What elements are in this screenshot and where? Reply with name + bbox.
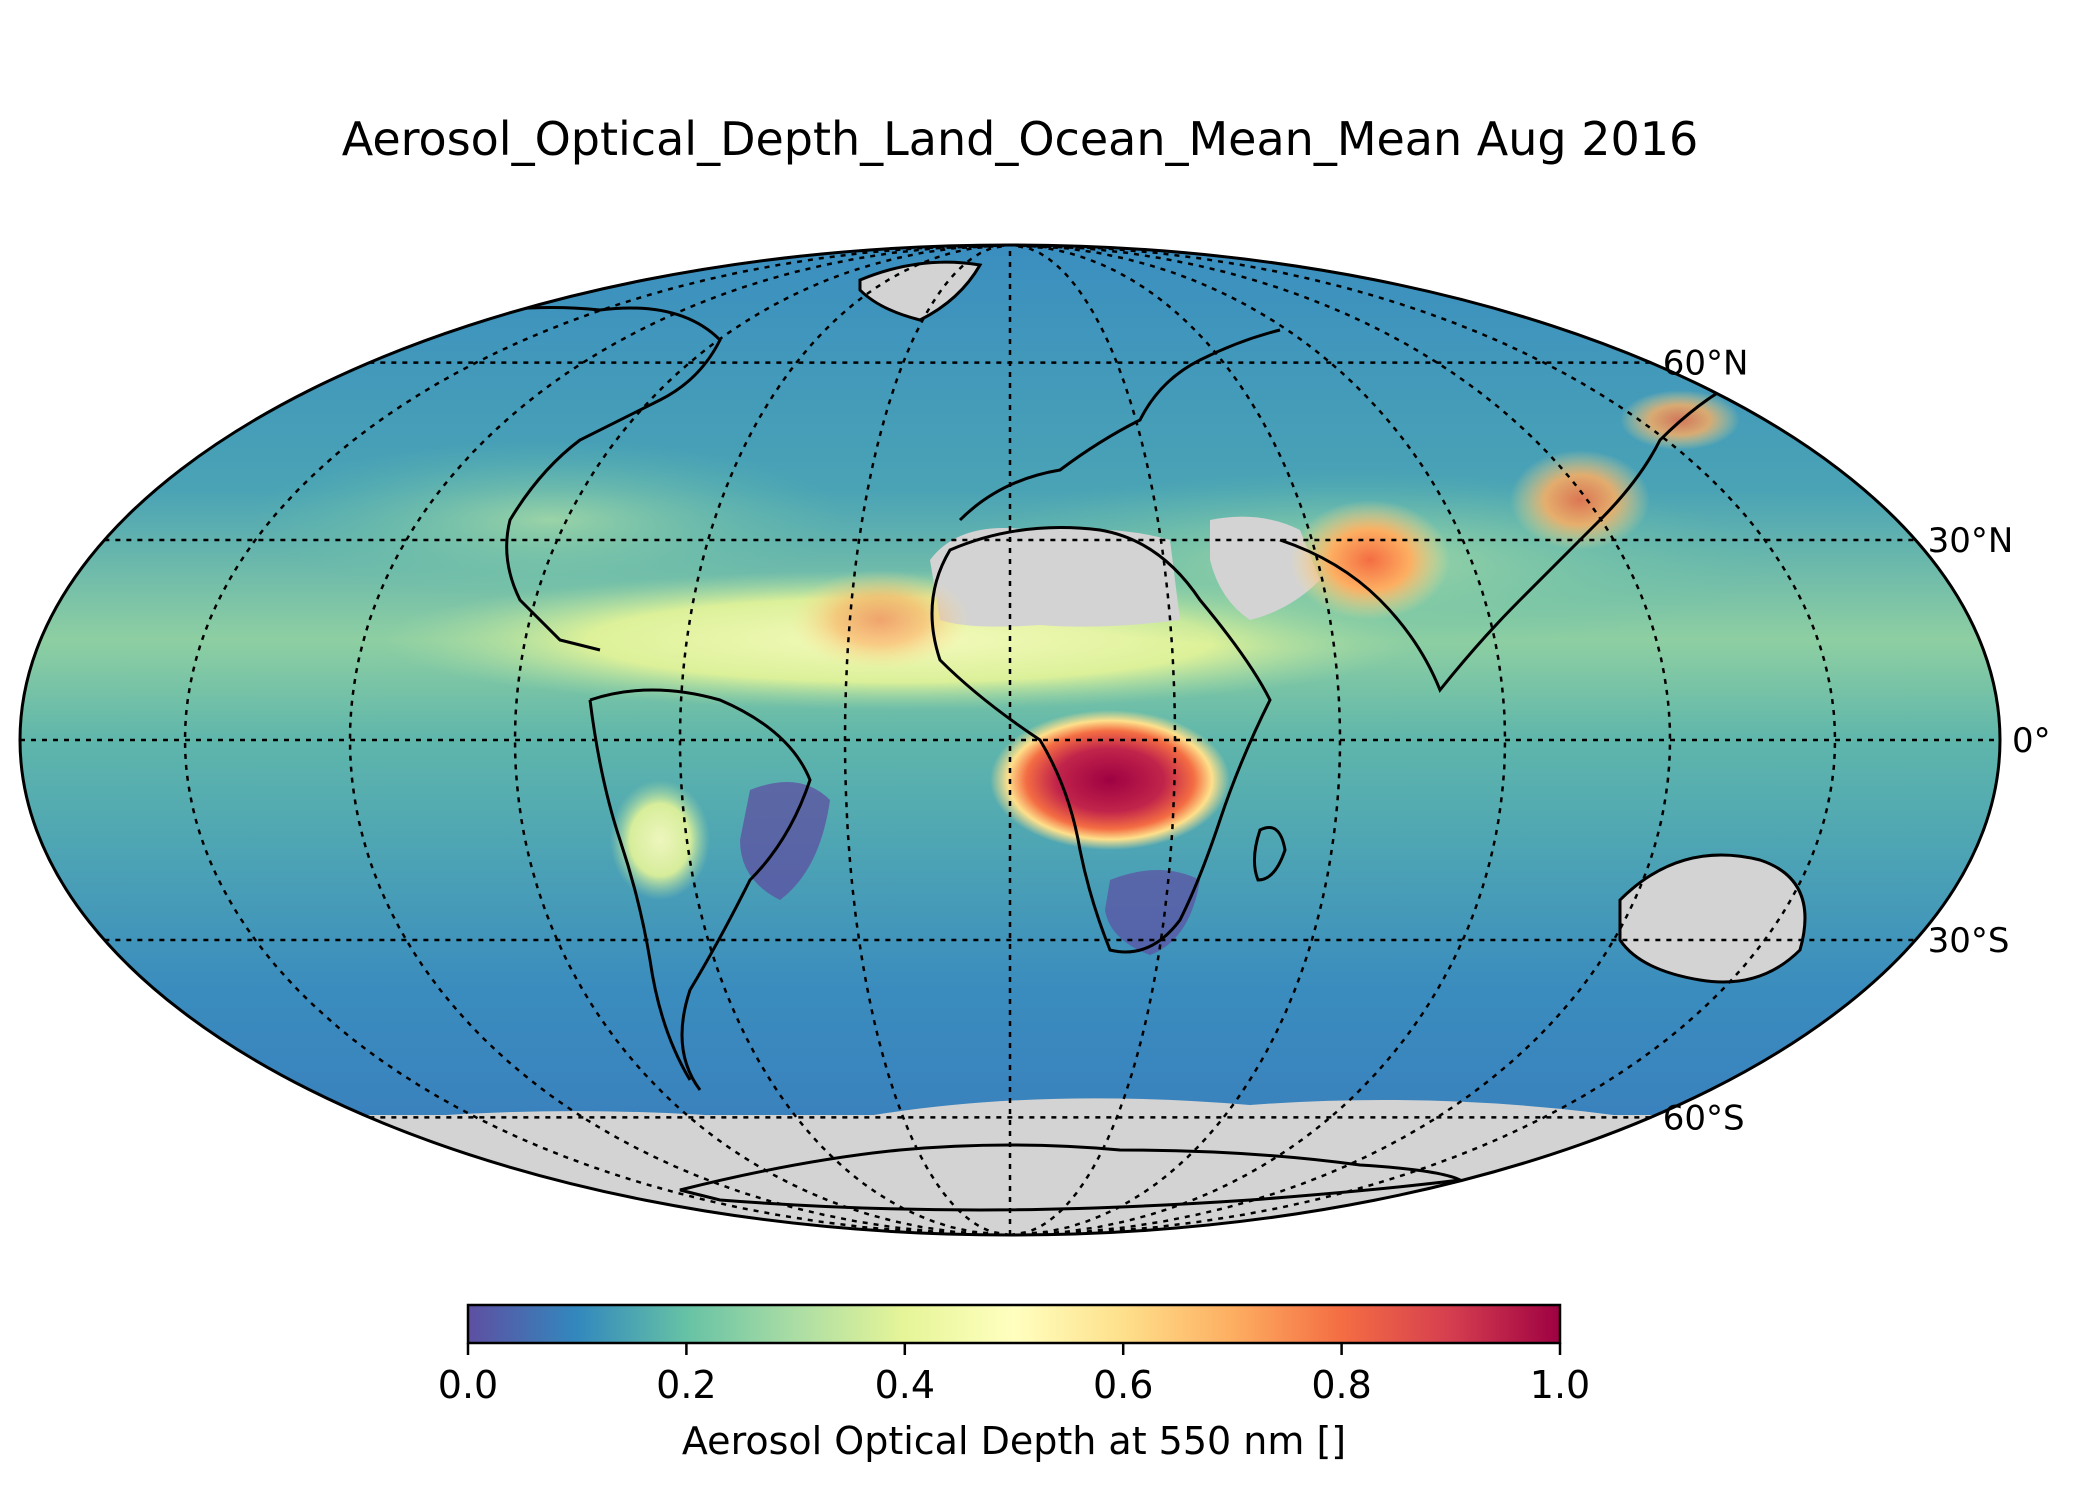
aod-hotspot-east-china <box>1510 450 1650 550</box>
colorbar-ticks: 0.0 0.2 0.4 0.6 0.8 1.0 <box>438 1343 1590 1407</box>
no-data-australia <box>1620 855 1805 982</box>
colorbar-tick-label: 0.8 <box>1311 1363 1371 1407</box>
colorbar-tick-label: 1.0 <box>1530 1363 1590 1407</box>
map-border <box>18 243 2002 1237</box>
colorbar-tick-label: 0.6 <box>1093 1363 1153 1407</box>
aod-hotspot-gulf-india <box>1290 500 1450 620</box>
no-data-greenland <box>860 262 980 320</box>
colorbar-bar <box>466 1303 1562 1345</box>
colorbar-tick-label: 0.4 <box>875 1363 935 1407</box>
meridian-line <box>183 245 1011 1235</box>
coast-south-america-west <box>588 699 692 1081</box>
coast-north-america <box>419 306 722 652</box>
coast-antarctica <box>679 1143 1466 1212</box>
chart-title: Aerosol_Optical_Depth_Land_Ocean_Mean_Me… <box>341 112 1699 166</box>
coast-south-america <box>589 688 812 1091</box>
latitude-label: 60°S <box>1663 1098 1745 1138</box>
map-body <box>20 245 2000 1235</box>
aod-hotspot-west-africa <box>790 570 970 670</box>
no-data-arabia <box>1210 516 1320 620</box>
coast-australia <box>1618 853 1807 984</box>
latitude-label: 0° <box>2012 721 2051 761</box>
no-data-sahara <box>930 528 1180 627</box>
aod-low-brazil <box>740 782 830 900</box>
coast-europe <box>958 328 1281 522</box>
coast-africa <box>930 526 1272 954</box>
latitude-label: 30°N <box>1928 521 2014 561</box>
coastlines <box>419 260 1807 1212</box>
latitude-labels: 60°N 30°N 0° 30°S 60°S <box>1663 344 2051 1139</box>
coast-madagascar <box>1253 826 1287 882</box>
colorbar: 0.0 0.2 0.4 0.6 0.8 1.0 Aerosol Optical Depth… <box>438 1303 1590 1463</box>
meridian-line <box>1009 245 1837 1235</box>
latitude-label: 60°N <box>1663 344 1749 384</box>
latitude-label: 30°S <box>1928 921 2010 961</box>
graticule-parallels <box>20 361 2000 1119</box>
aod-hotspot-central-africa <box>990 710 1230 850</box>
no-data-antarctic-edge <box>380 1098 1650 1125</box>
colorbar-label: Aerosol Optical Depth at 550 nm [] <box>682 1419 1346 1463</box>
meridian-line <box>1009 245 1342 1235</box>
meridian-line <box>678 245 1011 1235</box>
colorbar-tick-label: 0.2 <box>656 1363 716 1407</box>
aod-hotspot-south-america <box>610 780 710 900</box>
aod-low-southern-africa <box>1105 870 1200 955</box>
coast-greenland <box>858 260 983 322</box>
coast-asia <box>1279 378 1741 693</box>
colorbar-tick-label: 0.0 <box>438 1363 498 1407</box>
aod-band-americas <box>250 440 850 600</box>
